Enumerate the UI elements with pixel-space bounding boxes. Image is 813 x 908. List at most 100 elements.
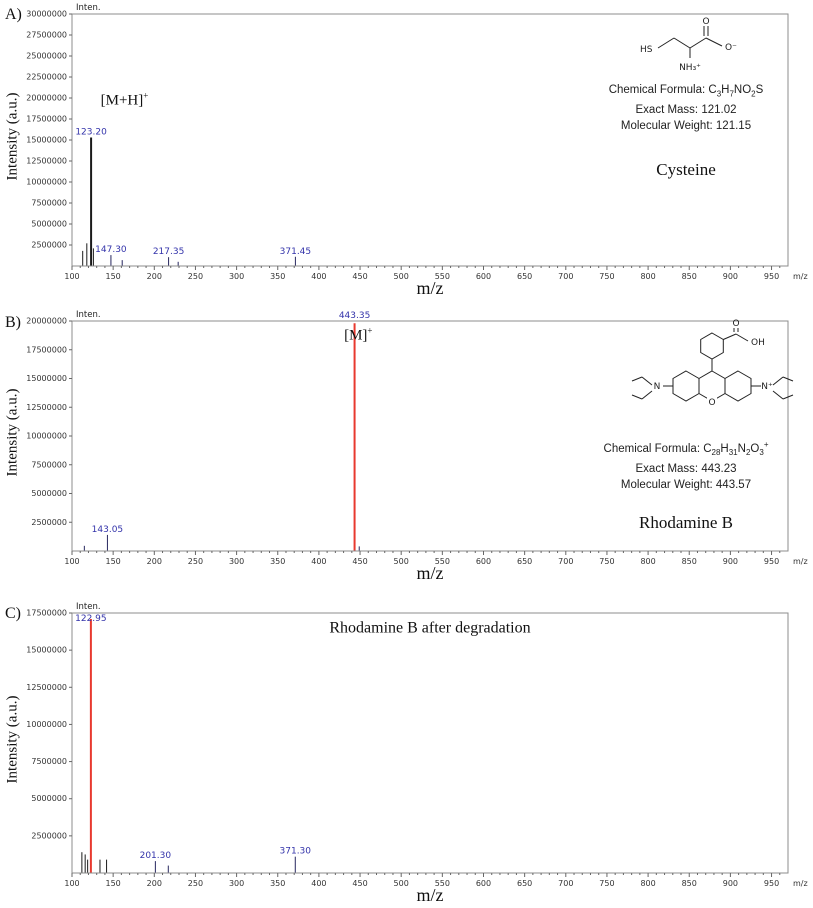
plot-border [71,13,789,267]
y-tick-label: 30000000 [26,10,67,19]
x-tick-label: 150 [106,557,121,566]
y-tick-label: 2500000 [31,831,67,840]
y-tick-label: 2500000 [31,518,67,527]
x-tick-label: 900 [723,879,738,888]
peak-label: 147.30 [95,245,127,255]
y-units-label: Inten. [76,602,101,612]
y-tick-label: 7500000 [31,757,67,766]
x-tick-label: 250 [188,879,203,888]
x-tick-label: 650 [517,557,532,566]
x-tick-label: 750 [599,272,614,281]
info-line: Chemical Formula: C3H7NO2S [608,84,764,99]
y-tick-label: 27500000 [26,31,67,40]
atom-label-hs: HS [640,45,653,55]
y-tick-label: 25000000 [26,52,67,61]
panel-b-ylabel: Intensity (a.u.) [4,388,21,477]
spectrum-plot-a: Inten. 2500000 5000000 7500000 10000000 12500… [26,3,808,298]
x-tick-label: 450 [352,879,367,888]
peak-label: 443.35 [339,311,371,321]
y-units-label: Inten. [76,310,101,320]
atom-label-carbonyl-o: O [702,17,709,27]
y-tick-label: 15000000 [26,374,67,383]
atom-label-cooh-oh: OH [751,338,765,348]
x-tick-label: 250 [188,557,203,566]
info-line: Molecular Weight: 121.15 [620,120,752,133]
x-tick-label: 300 [229,272,244,281]
x-tick-label: 150 [106,272,121,281]
x-tick-label: 100 [64,879,79,888]
x-tick-label: 900 [723,557,738,566]
x-tick-label: 400 [311,557,326,566]
info-line: Molecular Weight: 443.57 [620,479,752,492]
panel-a-ylabel: Intensity (a.u.) [4,92,21,181]
x-tick-label: 800 [640,272,655,281]
info-line: Exact Mass: 121.02 [635,104,737,117]
y-tick-label: 15000000 [26,136,67,145]
compound-name: Rhodamine B [639,513,733,533]
y-tick-label: 20000000 [26,94,67,103]
x-tick-label: 450 [352,557,367,566]
x-tick-label: 500 [394,272,409,281]
x-tick-label: 500 [394,557,409,566]
panel-c-ylabel: Intensity (a.u.) [4,695,21,784]
atom-label-n-right: N⁺ [761,382,773,392]
x-tick-label: 950 [764,557,779,566]
peak-label: 371.30 [280,847,312,857]
y-tick-label: 20000000 [26,317,67,326]
peak-label: 123.20 [75,127,107,137]
spectrum-plot-c: Inten. 2500000 5000000 7500000 10000000 12500… [26,602,808,905]
plot-border [71,612,789,874]
x-axis-title: m/z [417,278,444,298]
peak-label: 122.95 [75,614,107,624]
x-axis-title: m/z [417,885,444,905]
x-tick-label: 150 [106,879,121,888]
x-axis-title: m/z [417,563,444,583]
x-tick-label: 850 [682,879,697,888]
annotation: Rhodamine B after degradation [329,620,530,637]
x-tick-label: 300 [229,879,244,888]
formula-lines: Chemical Formula: C28H31N2O3+ Exact Mass:… [548,437,813,493]
x-tick-label: 750 [599,879,614,888]
formula-lines: Chemical Formula: C3H7NO2S Exact Mass: 12… [548,82,813,134]
compound-info-rhodamine-b: Chemical Formula: C28H31N2O3+ Exact Mass:… [548,437,813,533]
x-tick-label: 950 [764,272,779,281]
y-tick-label: 17500000 [26,609,67,618]
x-end-label: m/z [793,272,808,281]
x-tick-label: 250 [188,272,203,281]
panel-a-letter: A) [5,6,22,23]
info-line: Exact Mass: 443.23 [635,463,737,476]
y-tick-label: 12500000 [26,683,67,692]
peak-label: 371.45 [280,247,312,257]
x-tick-label: 900 [723,272,738,281]
x-tick-label: 200 [147,879,162,888]
x-tick-label: 600 [476,557,491,566]
y-tick-label: 5000000 [31,794,67,803]
y-tick-label: 10000000 [26,720,67,729]
y-units-label: Inten. [76,3,101,13]
y-tick-label: 7500000 [31,199,67,208]
annotation: [M]+ [344,325,372,343]
atom-label-ring-o: O [708,398,715,408]
x-tick-label: 850 [682,557,697,566]
x-tick-label: 100 [64,557,79,566]
peak-label: 217.35 [153,247,185,257]
y-tick-label: 2500000 [31,241,67,250]
compound-name: Cysteine [656,160,716,180]
x-end-label: m/z [793,879,808,888]
rhodamine-b-structure: O OH O N N⁺ [631,319,794,408]
spectrum-plot-b: Inten. 2500000 5000000 7500000 10000000 12500… [26,310,808,583]
atom-label-cooh-o: O [732,319,739,329]
x-tick-label: 800 [640,879,655,888]
x-tick-label: 200 [147,272,162,281]
y-tick-label: 10000000 [26,432,67,441]
info-line: Chemical Formula: C28H31N2O3+ [603,440,769,458]
y-tick-label: 22500000 [26,73,67,82]
x-tick-label: 350 [270,272,285,281]
compound-info-cysteine: Chemical Formula: C3H7NO2S Exact Mass: 12… [548,82,813,180]
x-tick-label: 700 [558,557,573,566]
y-tick-label: 5000000 [31,220,67,229]
atom-label-ammonium: NH₃⁺ [679,63,701,73]
x-end-label: m/z [793,557,808,566]
y-tick-label: 12500000 [26,157,67,166]
